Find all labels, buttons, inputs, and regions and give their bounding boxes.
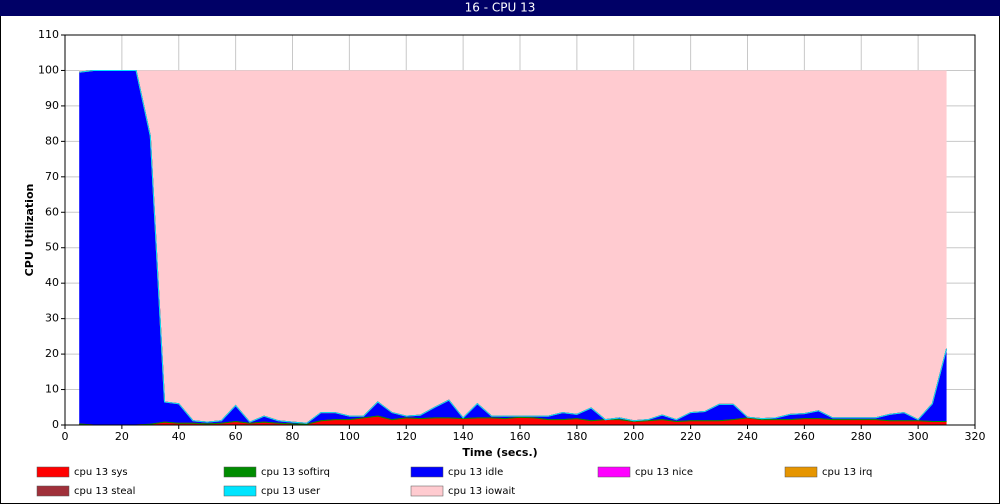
legend-label: cpu 13 irq <box>822 467 872 478</box>
x-tick-label: 20 <box>115 430 129 443</box>
title-bar <box>0 0 1000 16</box>
y-tick-label: 90 <box>45 99 59 112</box>
x-tick-label: 220 <box>680 430 701 443</box>
legend-label: cpu 13 softirq <box>261 467 330 478</box>
legend-label: cpu 13 nice <box>635 467 693 478</box>
legend-swatch <box>597 466 631 478</box>
x-tick-label: 280 <box>851 430 872 443</box>
legend-label: cpu 13 idle <box>448 467 503 478</box>
x-tick-label: 260 <box>794 430 815 443</box>
area-edge <box>79 415 947 426</box>
x-tick-label: 40 <box>172 430 186 443</box>
legend-label: cpu 13 sys <box>74 467 128 478</box>
area <box>79 416 947 425</box>
x-tick-label: 240 <box>737 430 758 443</box>
x-tick-label: 120 <box>396 430 417 443</box>
y-tick-label: 20 <box>45 347 59 360</box>
x-tick-label: 180 <box>566 430 587 443</box>
x-tick-label: 0 <box>62 430 69 443</box>
area <box>79 70 947 424</box>
y-tick-label: 10 <box>45 383 59 396</box>
y-tick-label: 70 <box>45 170 59 183</box>
x-tick-label: 140 <box>453 430 474 443</box>
y-tick-label: 40 <box>45 276 59 289</box>
chart-title: 16 - CPU 13 <box>465 1 536 15</box>
legend-swatch <box>223 485 257 497</box>
legend-swatch <box>410 466 444 478</box>
x-tick-label: 200 <box>623 430 644 443</box>
y-axis-label: CPU Utilization <box>23 184 36 277</box>
y-tick-label: 80 <box>45 134 59 147</box>
x-tick-label: 160 <box>510 430 531 443</box>
legend-swatch <box>36 466 70 478</box>
x-tick-label: 80 <box>286 430 300 443</box>
y-tick-label: 60 <box>45 205 59 218</box>
legend-label: cpu 13 steal <box>74 486 135 497</box>
y-tick-label: 100 <box>38 63 59 76</box>
area-edge <box>79 69 948 424</box>
x-tick-label: 320 <box>965 430 986 443</box>
legend-label: cpu 13 iowait <box>448 486 515 497</box>
y-tick-label: 110 <box>38 28 59 41</box>
x-tick-label: 300 <box>908 430 929 443</box>
legend-label: cpu 13 user <box>261 486 321 497</box>
x-axis-label: Time (secs.) <box>462 446 537 459</box>
y-tick-label: 0 <box>52 418 59 431</box>
legend-swatch <box>410 485 444 497</box>
legend-swatch <box>36 485 70 497</box>
legend-swatch <box>784 466 818 478</box>
y-tick-label: 50 <box>45 241 59 254</box>
x-tick-label: 100 <box>339 430 360 443</box>
x-tick-label: 60 <box>229 430 243 443</box>
plot-border <box>64 34 976 426</box>
legend-swatch <box>223 466 257 478</box>
y-tick-label: 30 <box>45 312 59 325</box>
